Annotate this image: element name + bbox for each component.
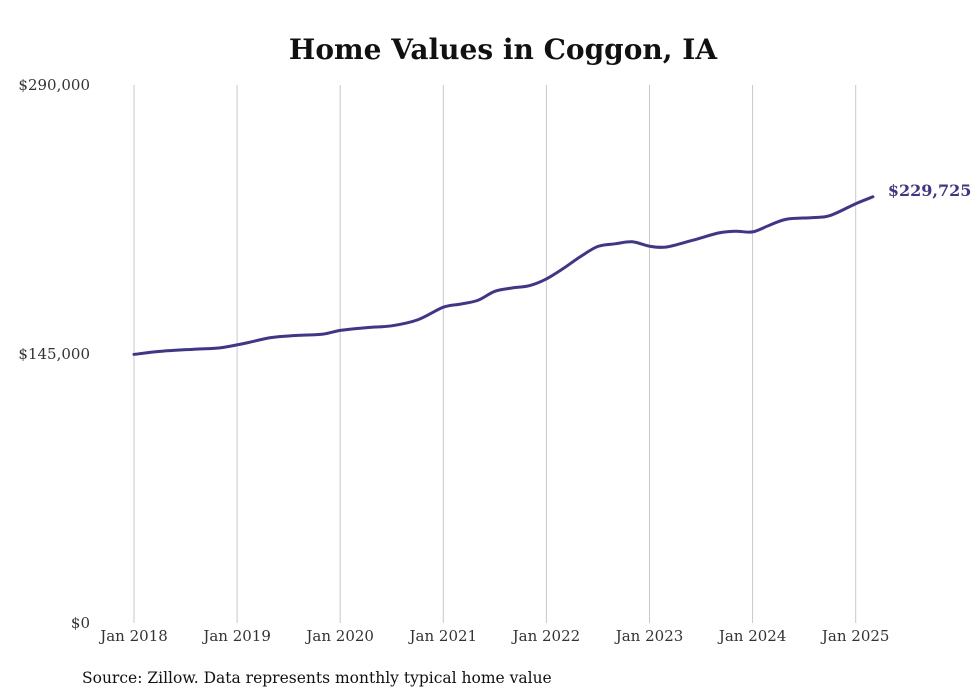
x-tick-label: Jan 2022 <box>511 627 581 645</box>
x-tick-label: Jan 2024 <box>717 627 787 645</box>
y-tick-label: $0 <box>71 614 90 632</box>
y-tick-label: $145,000 <box>18 345 90 363</box>
chart-title: Home Values in Coggon, IA <box>289 33 718 66</box>
grid-lines <box>133 85 857 623</box>
y-axis-ticks: $0 $145,000 $290,000 <box>18 76 90 632</box>
x-tick-label: Jan 2025 <box>820 627 890 645</box>
series-line <box>132 195 875 356</box>
x-axis-ticks: Jan 2018 Jan 2019 Jan 2020 Jan 2021 Jan 2022… <box>98 627 889 645</box>
x-tick-label: Jan 2018 <box>98 627 168 645</box>
series-layer: $229,725 <box>132 181 972 356</box>
x-tick-label: Jan 2020 <box>304 627 374 645</box>
x-tick-label: Jan 2023 <box>614 627 684 645</box>
x-tick-label: Jan 2019 <box>201 627 271 645</box>
end-value-label: $229,725 <box>888 181 972 200</box>
y-tick-label: $290,000 <box>18 76 90 94</box>
x-tick-label: Jan 2021 <box>408 627 478 645</box>
source-note: Source: Zillow. Data represents monthly … <box>82 669 552 687</box>
